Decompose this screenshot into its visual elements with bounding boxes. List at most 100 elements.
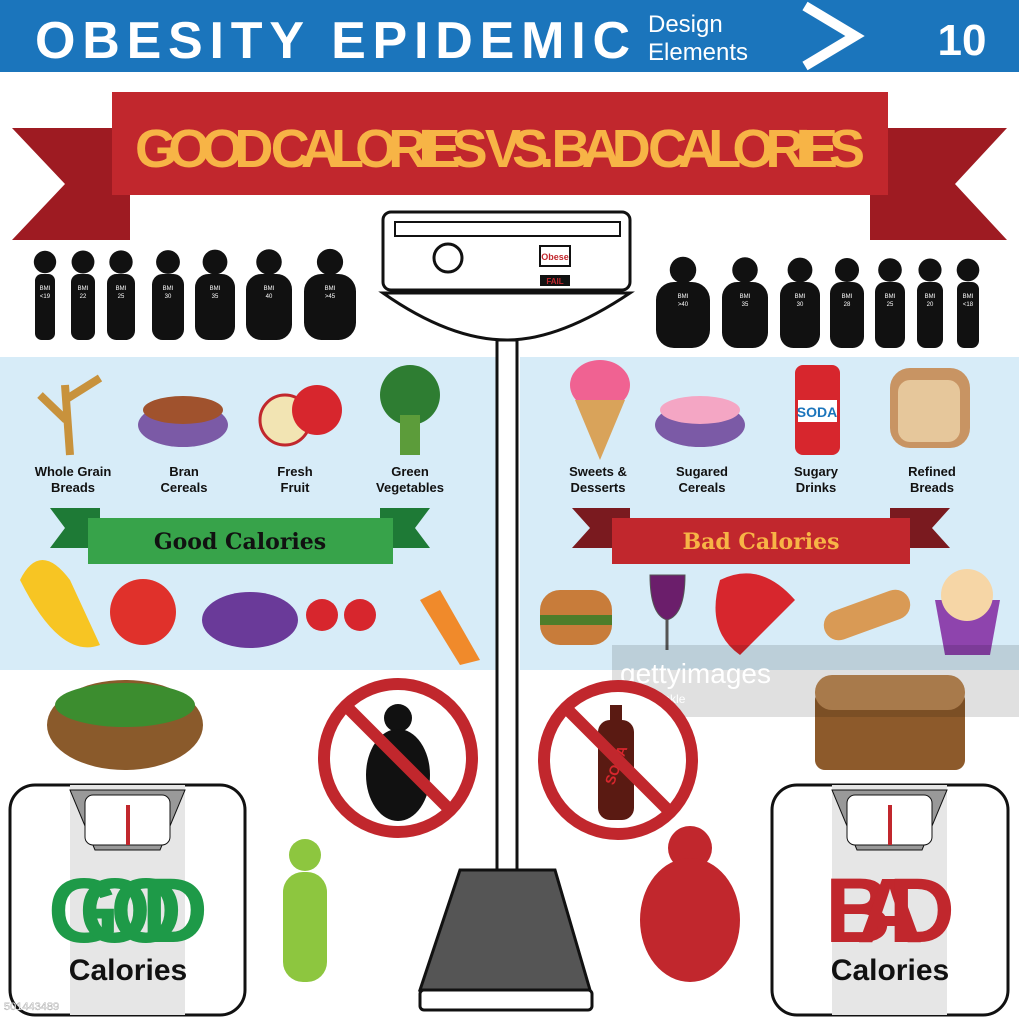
head	[956, 258, 980, 282]
banner-title: GOOD CALORIES VS. BAD CALORIES	[135, 119, 865, 179]
food-label: Drinks	[796, 480, 836, 495]
head	[878, 258, 902, 282]
bmi-label: BMI	[885, 294, 896, 300]
food-label: Sugary	[794, 464, 839, 479]
silhouette: BMI 30	[152, 250, 184, 340]
head	[787, 257, 813, 283]
body	[107, 274, 135, 340]
bmi-value: >45	[325, 294, 336, 300]
bmi-label: BMI	[325, 286, 336, 292]
body	[875, 282, 905, 348]
scale-status: FAIL	[546, 277, 563, 286]
silhouette: BMI <19	[33, 250, 57, 340]
banner	[112, 92, 888, 195]
banner-tail	[12, 128, 130, 240]
bmi-value: <18	[963, 302, 974, 308]
food-icons	[20, 560, 1000, 770]
food-label: Desserts	[571, 480, 626, 495]
banner-tail	[870, 128, 1007, 240]
bmi-value: 22	[80, 294, 87, 300]
bmi-label: BMI	[740, 294, 751, 300]
head	[918, 258, 942, 282]
silhouette: BMI >40	[656, 256, 710, 348]
header-number: 10	[938, 16, 987, 65]
head	[71, 250, 95, 274]
food-label: Sugared	[676, 464, 728, 479]
body	[722, 282, 768, 348]
silhouette: BMI 40	[246, 249, 292, 340]
food-label: Vegetables	[376, 480, 444, 495]
can-label: SODA	[797, 404, 837, 420]
arrow	[802, 1, 865, 71]
body	[71, 274, 95, 340]
food-label: Breads	[51, 480, 95, 495]
body	[780, 282, 820, 348]
bmi-label: BMI	[842, 294, 853, 300]
food-label: Cereals	[161, 480, 208, 495]
food-label: Fruit	[281, 480, 311, 495]
bmi-label: BMI	[163, 286, 174, 292]
food-label: Whole Grain	[35, 464, 112, 479]
food-label: Breads	[910, 480, 954, 495]
food-label: Refined	[908, 464, 956, 479]
silhouette: BMI <18	[956, 258, 980, 348]
ribbon-tail	[50, 508, 100, 548]
silhouette: BMI 28	[830, 257, 864, 348]
silhouette: BMI 35	[195, 249, 235, 340]
card-sub: Calories	[69, 954, 187, 987]
body	[656, 282, 710, 348]
bmi-value: >40	[678, 302, 689, 308]
food-label: Sweets &	[569, 464, 627, 479]
silhouette: BMI 22	[71, 250, 95, 340]
bmi-label: BMI	[78, 286, 89, 292]
body	[35, 274, 55, 340]
no-sign	[318, 678, 478, 838]
body	[195, 274, 235, 340]
bad-ribbon-title: Bad Calories	[682, 529, 839, 555]
scale: Obese FAIL	[378, 210, 635, 1012]
bmi-value: 25	[118, 294, 125, 300]
bmi-value: 35	[212, 294, 219, 300]
header-title: OBESITY EPIDEMIC	[35, 12, 630, 70]
bmi-value: 20	[927, 302, 934, 308]
head	[732, 257, 758, 283]
head	[156, 250, 180, 274]
no-sign: SODA	[538, 680, 698, 840]
bmi-label: BMI	[116, 286, 127, 292]
header-subtitle: Design	[648, 11, 723, 38]
good-ribbon	[88, 518, 393, 564]
card-word: BAD	[825, 860, 955, 962]
silhouette: BMI 20	[917, 258, 943, 348]
bmi-label: BMI	[264, 286, 275, 292]
silhouette: BMI 25	[875, 258, 905, 348]
bmi-label: BMI	[925, 294, 936, 300]
good-card: GOOD Calories	[8, 783, 247, 1017]
food-label: Green	[391, 464, 429, 479]
thin-person	[283, 839, 327, 982]
watermark-brand: gettyimages	[620, 658, 771, 689]
body	[152, 274, 184, 340]
body	[957, 282, 979, 348]
food-label: Cereals	[679, 480, 726, 495]
bad-ribbon	[612, 518, 910, 564]
bmi-value: 40	[266, 294, 273, 300]
card-sub: Calories	[831, 954, 949, 987]
head	[109, 250, 133, 274]
bmi-value: 30	[797, 302, 804, 308]
bmi-label: BMI	[795, 294, 806, 300]
head	[33, 250, 57, 274]
watermark-id: 501443489	[4, 1001, 59, 1013]
watermark-box	[612, 645, 1019, 717]
bmi-value: 28	[844, 302, 851, 308]
body	[830, 282, 864, 348]
header-subtitle: Elements	[648, 39, 748, 66]
bmi-label: BMI	[210, 286, 221, 292]
scale-label: Obese	[541, 252, 569, 262]
body	[304, 274, 356, 340]
body	[246, 274, 292, 340]
silhouette: BMI 25	[107, 250, 135, 340]
bmi-value: 30	[165, 294, 172, 300]
bmi-value: <19	[40, 294, 51, 300]
head	[669, 256, 697, 284]
